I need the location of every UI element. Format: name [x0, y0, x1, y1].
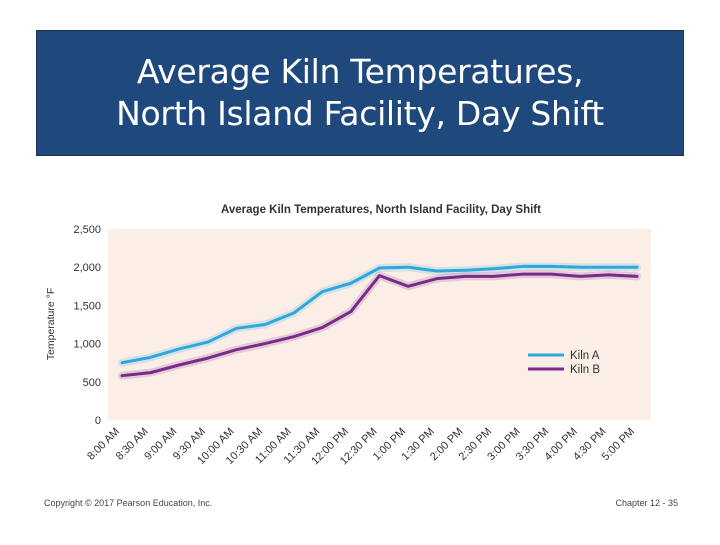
y-tick-label: 1,000	[73, 339, 101, 351]
series-line-kiln-b	[120, 272, 639, 378]
plot-area	[108, 229, 651, 420]
y-tick-label: 500	[83, 377, 101, 389]
chapter-page-number: Chapter 12 - 35	[615, 498, 678, 508]
y-axis-label: Temperature °F	[45, 288, 57, 360]
series-line-kiln-a	[120, 264, 639, 365]
legend-label: Kiln B	[570, 364, 600, 376]
legend-label: Kiln A	[570, 350, 600, 362]
slide-title-line-1: Average Kiln Temperatures,	[136, 52, 584, 91]
y-tick-label: 2,000	[73, 262, 101, 274]
chart-title: Average Kiln Temperatures, North Island …	[221, 204, 541, 216]
y-tick-label: 2,500	[73, 224, 101, 236]
y-tick-label: 0	[95, 415, 101, 427]
slide-title-line-2: North Island Facility, Day Shift	[116, 94, 604, 133]
y-tick-label: 1,500	[73, 300, 101, 312]
copyright-text: Copyright © 2017 Pearson Education, Inc.	[44, 498, 213, 508]
title-banner: Average Kiln Temperatures, North Island …	[36, 30, 684, 156]
